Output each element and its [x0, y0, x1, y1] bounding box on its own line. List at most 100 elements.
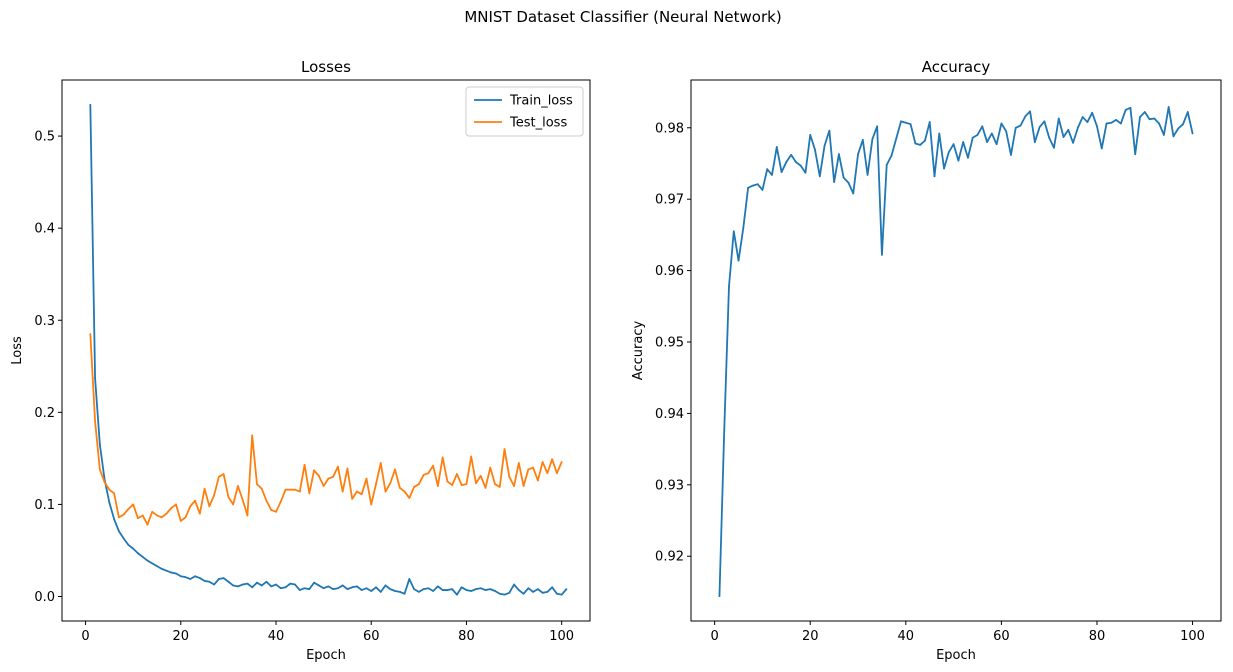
losses-title: Losses [301, 58, 351, 76]
accuracy-point [1096, 125, 1098, 128]
train-loss-point [303, 587, 306, 590]
test-loss-point [298, 490, 301, 493]
accuracy-point [1182, 123, 1184, 126]
test-loss-point [127, 508, 130, 510]
losses-ytick-label: 0.3 [34, 314, 55, 329]
train-loss-point [246, 582, 249, 585]
accuracy-point [890, 154, 893, 157]
train-loss-point [427, 587, 430, 590]
accuracy-point [871, 138, 874, 141]
train-loss-point [227, 580, 230, 583]
accuracy-point [1124, 109, 1127, 111]
test-loss-point [275, 510, 277, 513]
accuracy-point [957, 159, 960, 162]
accuracy-title: Accuracy [922, 58, 991, 76]
train-loss-point [308, 588, 311, 591]
accuracy-point [780, 171, 783, 173]
accuracy-point [723, 430, 726, 433]
test-loss-point [327, 477, 330, 480]
accuracy-point [1086, 121, 1089, 123]
train-loss-point [560, 593, 563, 596]
accuracy-point [962, 141, 965, 143]
train-loss-point [460, 586, 463, 589]
accuracy-ylabel: Accuracy [631, 321, 646, 381]
test-loss-point [222, 473, 225, 475]
accuracy-ytick-label: 0.93 [655, 478, 684, 493]
train-loss-point [165, 569, 168, 572]
train-loss-point [546, 591, 549, 593]
test-loss-point [308, 492, 311, 495]
train-loss-point [179, 575, 182, 578]
accuracy-point [1119, 122, 1122, 125]
accuracy-point [1038, 126, 1041, 128]
test-loss-point [422, 474, 425, 476]
train-loss-point [360, 589, 363, 591]
train-loss-point [132, 547, 135, 550]
train-loss-point [232, 584, 235, 587]
train-loss-point [98, 443, 101, 446]
test-loss-point [337, 465, 339, 468]
train-loss-point [170, 571, 173, 574]
train-loss-point [503, 593, 506, 596]
test-loss-point [351, 498, 354, 500]
accuracy-point [814, 149, 816, 151]
train-loss-point [446, 589, 449, 591]
test-loss-point [194, 499, 196, 502]
accuracy-xtick-label: 80 [1089, 629, 1106, 644]
test-loss-point [265, 499, 268, 502]
accuracy-point [1134, 153, 1137, 156]
accuracy-point [924, 139, 926, 142]
test-loss-point [117, 516, 120, 519]
train-loss-point [475, 588, 477, 591]
test-loss-point [498, 486, 501, 488]
test-loss-point [441, 456, 444, 459]
test-loss-point [98, 468, 101, 471]
accuracy-point [1053, 146, 1055, 149]
test-loss-point [113, 492, 116, 495]
test-loss-point [398, 486, 401, 489]
train-loss-point [432, 590, 435, 592]
train-loss-point [256, 581, 258, 584]
figure-suptitle: MNIST Dataset Classifier (Neural Network… [464, 8, 781, 26]
train-loss-point [237, 585, 239, 588]
accuracy-point [1091, 111, 1094, 114]
test-loss-point [322, 485, 325, 487]
accuracy-panel: Accuracy 0 20 40 60 80 100 0.92 0.93 0.94 0.95 0.96… [631, 58, 1222, 663]
train-loss-point [213, 583, 216, 586]
accuracy-point [1000, 122, 1003, 125]
accuracy-point [895, 137, 898, 140]
accuracy-point [751, 184, 754, 187]
test-loss-point [475, 482, 477, 485]
train-loss-point [241, 583, 244, 586]
train-loss-point [189, 578, 192, 580]
train-loss-point [332, 588, 335, 591]
accuracy-point [967, 156, 969, 159]
test-loss-point [456, 473, 458, 475]
accuracy-point [1105, 122, 1108, 125]
accuracy-point [909, 123, 912, 126]
train-loss-point [408, 578, 411, 580]
accuracy-point [857, 153, 859, 156]
train-loss-point [456, 593, 458, 596]
test-loss-point [313, 469, 315, 472]
losses-xlabel: Epoch [306, 648, 346, 663]
accuracy-point [900, 120, 902, 123]
train-loss-point [113, 518, 116, 521]
train-loss-point [403, 592, 406, 595]
accuracy-xtick-label: 0 [711, 629, 719, 644]
accuracy-point [771, 174, 773, 176]
train-loss-point [198, 577, 201, 579]
accuracy-point [947, 151, 950, 153]
accuracy-point [804, 171, 807, 174]
accuracy-point [990, 132, 993, 135]
accuracy-point [1072, 141, 1074, 144]
train-loss-point [117, 530, 120, 533]
test-loss-point [237, 485, 239, 487]
accuracy-point [1010, 154, 1012, 156]
accuracy-point [732, 230, 735, 233]
train-loss-point [351, 586, 354, 589]
test-loss-point [484, 486, 487, 489]
test-loss-point [341, 490, 344, 493]
accuracy-point [1148, 118, 1151, 121]
